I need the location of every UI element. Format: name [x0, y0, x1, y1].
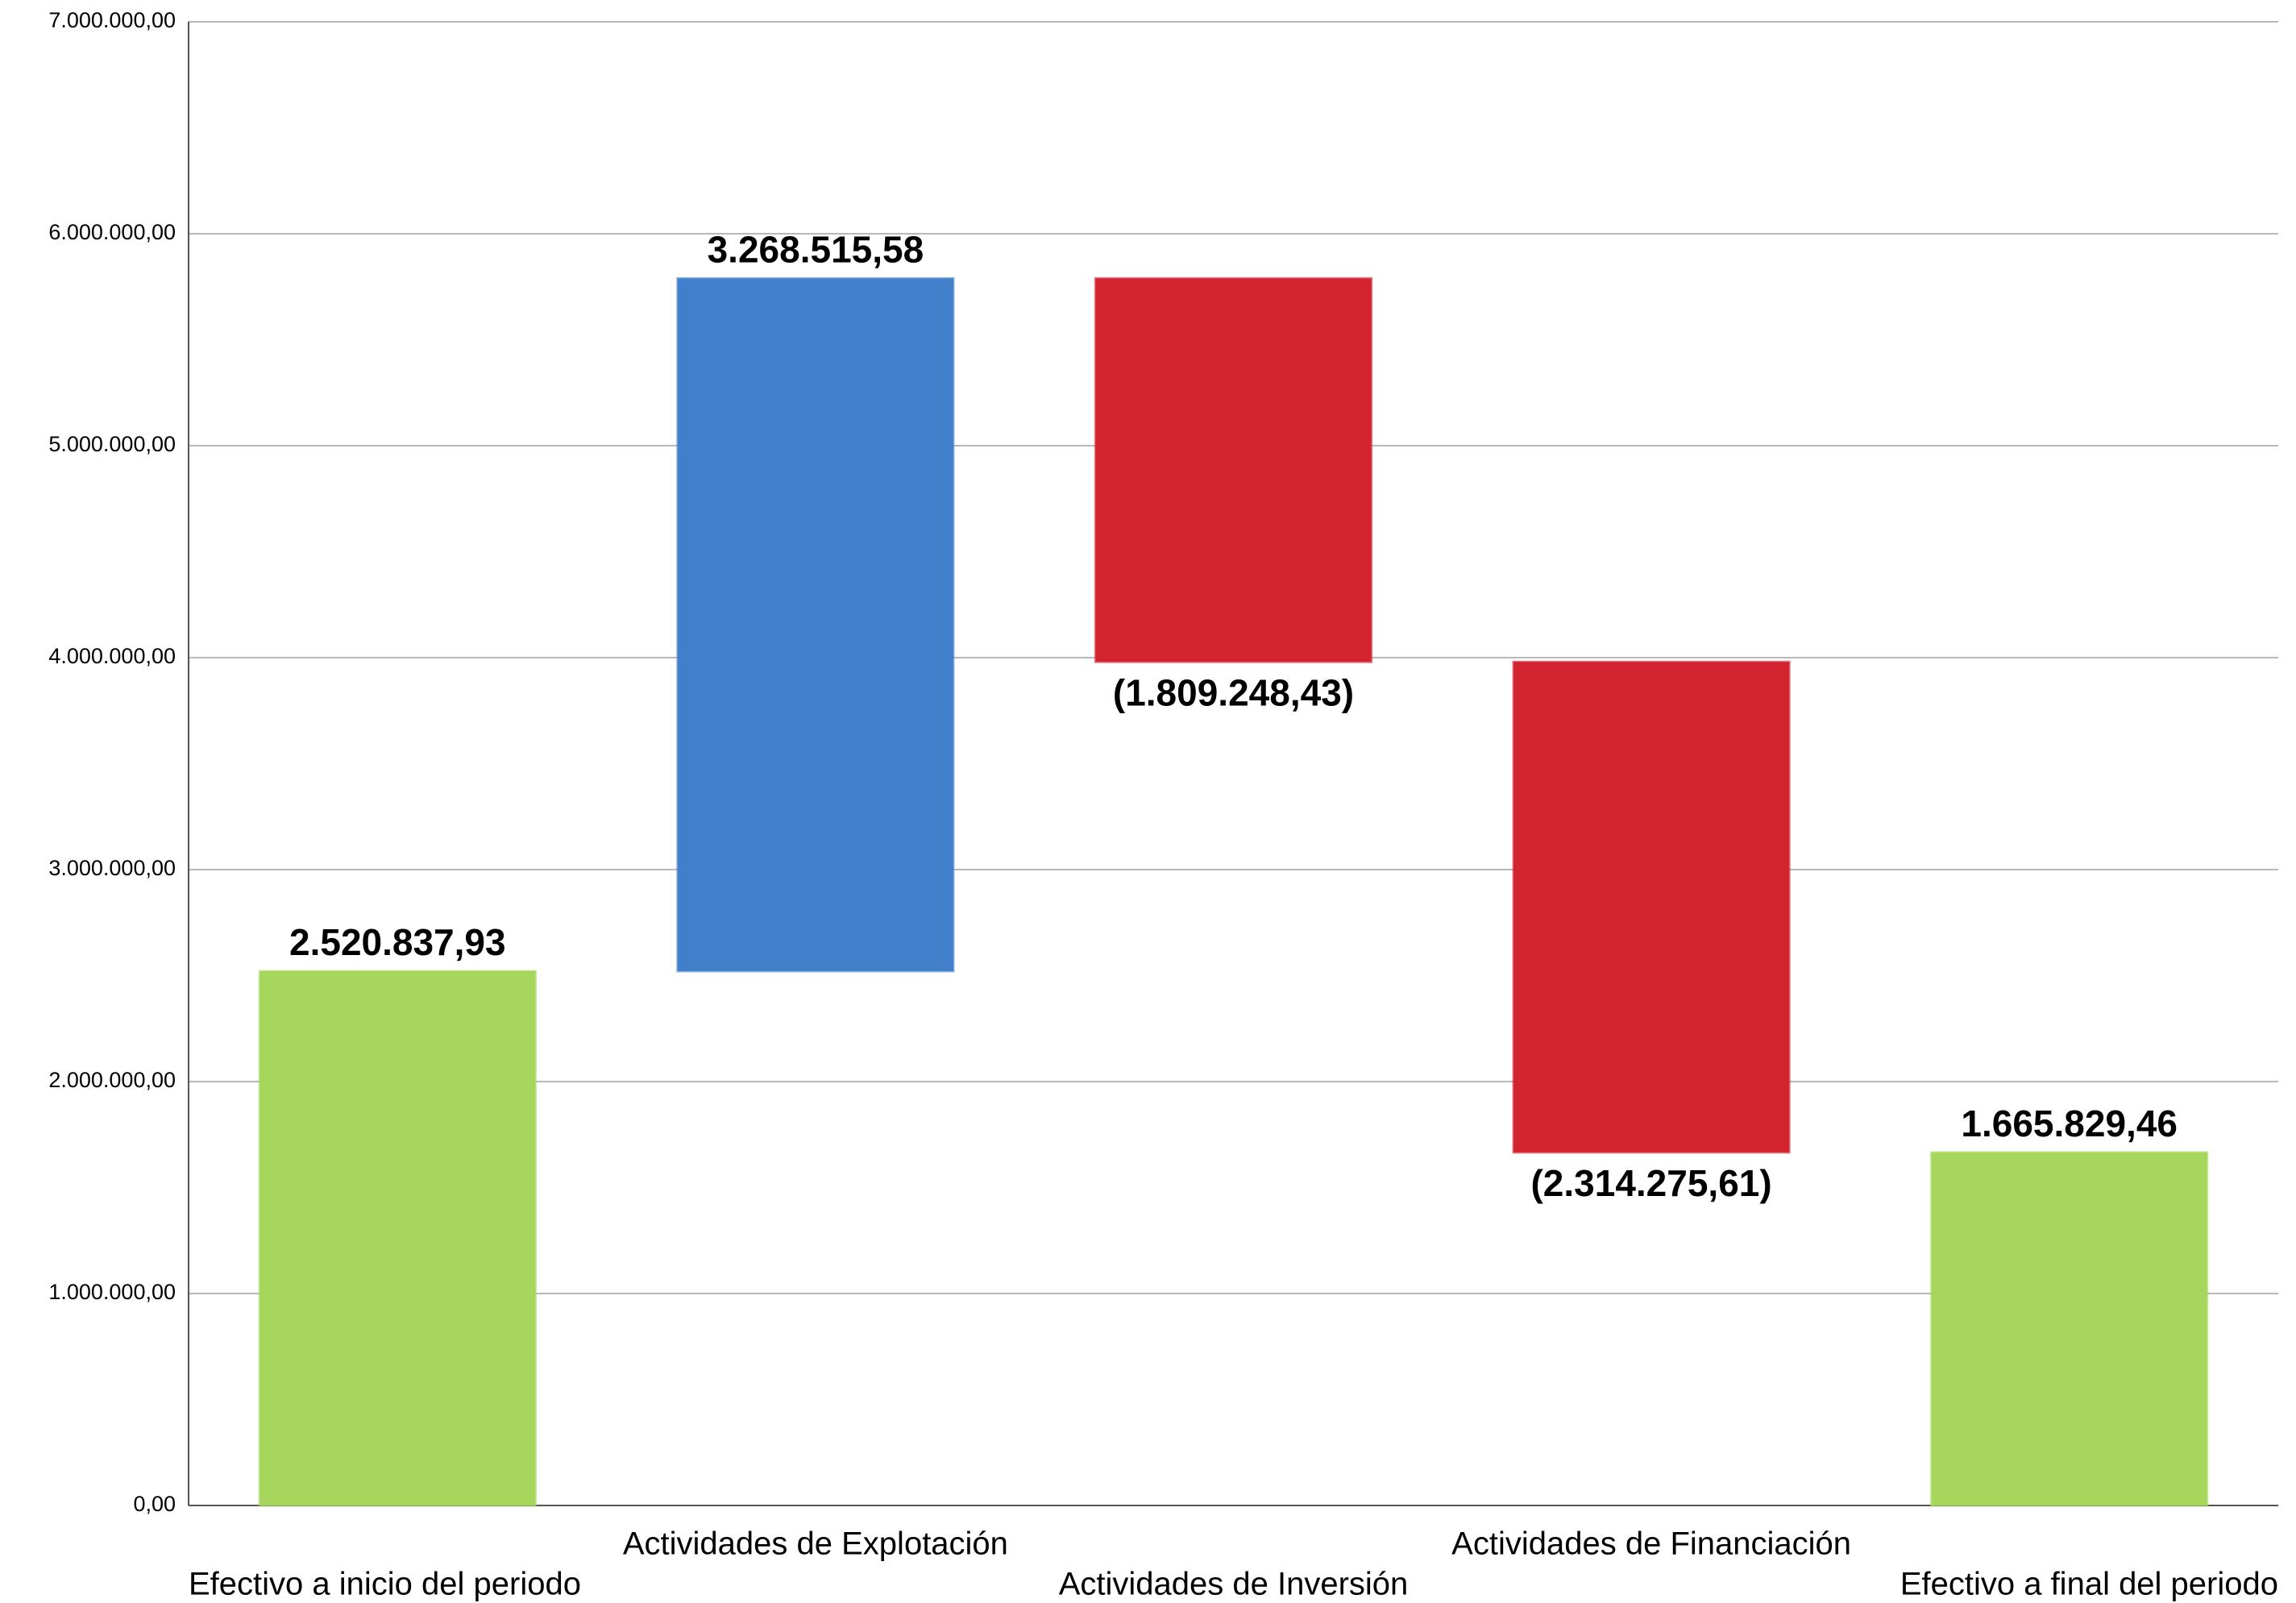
x-tick-label: Actividades de Inversión: [1059, 1567, 1409, 1602]
data-label: 1.665.829,46: [1961, 1103, 2178, 1144]
y-tick-label: 0,00: [133, 1492, 176, 1516]
y-tick-label: 4.000.000,00: [48, 644, 176, 668]
data-label: (1.809.248,43): [1113, 671, 1354, 713]
y-tick-label: 6.000.000,00: [48, 220, 176, 244]
y-tick-label: 7.000.000,00: [48, 8, 176, 32]
x-tick-label: Actividades de Explotación: [623, 1526, 1008, 1562]
bar: [1930, 1151, 2209, 1507]
bar: [1094, 276, 1373, 663]
x-tick-label: Efectivo a final del periodo: [1900, 1567, 2278, 1602]
data-label: 2.520.837,93: [289, 921, 506, 963]
data-label: 3.268.515,58: [708, 229, 924, 271]
y-tick-label: 3.000.000,00: [48, 856, 176, 880]
x-tick-label: Actividades de Financiación: [1451, 1526, 1851, 1562]
x-tick-label: Efectivo a inicio del periodo: [189, 1567, 581, 1602]
bar: [1512, 660, 1791, 1154]
y-tick-label: 1.000.000,00: [48, 1280, 176, 1304]
bar: [676, 276, 955, 973]
y-tick-label: 5.000.000,00: [48, 432, 176, 456]
data-label: (2.314.275,61): [1530, 1162, 1771, 1204]
y-tick-label: 2.000.000,00: [48, 1068, 176, 1092]
bar: [258, 970, 537, 1507]
